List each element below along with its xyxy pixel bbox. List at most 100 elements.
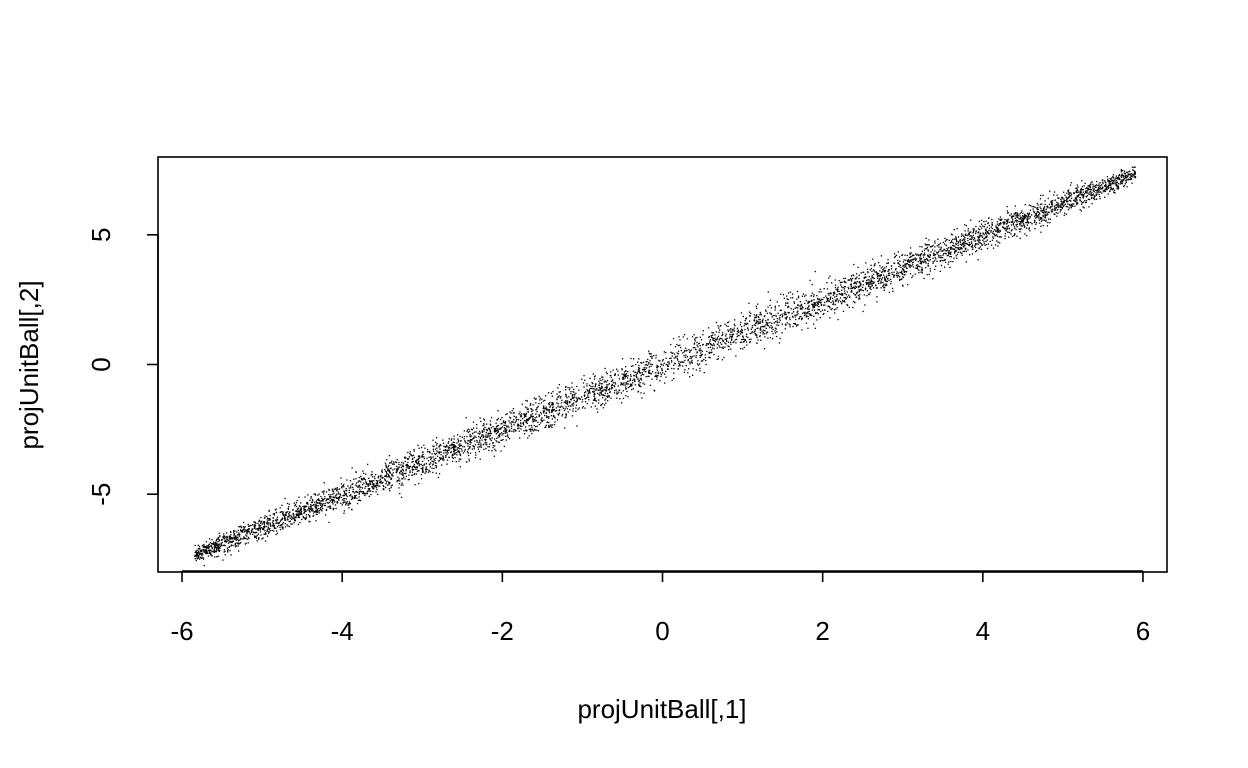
scatter-point bbox=[457, 441, 460, 443]
scatter-point bbox=[438, 446, 440, 448]
scatter-point bbox=[834, 279, 836, 281]
scatter-point bbox=[718, 327, 720, 329]
scatter-point bbox=[721, 338, 723, 340]
scatter-point bbox=[741, 329, 743, 332]
scatter-point bbox=[622, 376, 624, 379]
scatter-point bbox=[357, 499, 359, 502]
scatter-point bbox=[356, 502, 359, 505]
scatter-point bbox=[480, 443, 482, 445]
scatter-point bbox=[298, 496, 300, 498]
scatter-point bbox=[352, 483, 354, 485]
scatter-point bbox=[593, 394, 595, 396]
scatter-point bbox=[916, 266, 918, 268]
scatter-point bbox=[586, 383, 588, 385]
scatter-point bbox=[650, 353, 652, 355]
scatter-point bbox=[765, 322, 767, 324]
scatter-point bbox=[677, 368, 679, 370]
scatter-point bbox=[1077, 191, 1079, 194]
scatter-point bbox=[1023, 225, 1025, 227]
scatter-point bbox=[676, 352, 678, 354]
scatter-point bbox=[527, 408, 530, 410]
scatter-point bbox=[491, 437, 493, 439]
scatter-point bbox=[1026, 220, 1029, 222]
scatter-point bbox=[840, 293, 842, 295]
scatter-point bbox=[1085, 195, 1088, 198]
scatter-point bbox=[673, 353, 676, 355]
scatter-point bbox=[617, 385, 619, 387]
scatter-point bbox=[391, 473, 393, 476]
scatter-point bbox=[1092, 189, 1094, 192]
scatter-point bbox=[401, 478, 403, 480]
scatter-point bbox=[1033, 206, 1035, 208]
scatter-point bbox=[377, 480, 379, 483]
scatter-point bbox=[1076, 195, 1078, 197]
scatter-point bbox=[946, 247, 948, 250]
scatter-point bbox=[355, 494, 357, 497]
scatter-point bbox=[702, 334, 704, 336]
scatter-point bbox=[719, 329, 721, 331]
scatter-point bbox=[923, 277, 925, 280]
scatter-point bbox=[1001, 218, 1003, 220]
scatter-point bbox=[294, 520, 296, 522]
scatter-point bbox=[538, 403, 540, 405]
scatter-point bbox=[508, 420, 510, 422]
scatter-point bbox=[869, 286, 871, 288]
scatter-point bbox=[478, 433, 481, 435]
scatter-point bbox=[331, 501, 333, 503]
scatter-point bbox=[908, 264, 910, 266]
scatter-point bbox=[548, 417, 550, 419]
scatter-point bbox=[286, 524, 288, 526]
scatter-point bbox=[358, 486, 361, 488]
scatter-point bbox=[373, 476, 376, 478]
scatter-point bbox=[386, 476, 388, 478]
scatter-point bbox=[911, 262, 914, 264]
scatter-point bbox=[468, 428, 470, 430]
scatter-point bbox=[280, 519, 282, 521]
scatter-point bbox=[348, 503, 350, 505]
scatter-point bbox=[616, 391, 618, 393]
scatter-point bbox=[215, 544, 217, 546]
scatter-point bbox=[807, 316, 809, 318]
scatter-point bbox=[841, 289, 843, 291]
scatter-point bbox=[671, 361, 673, 363]
scatter-point bbox=[604, 367, 606, 370]
scatter-point bbox=[362, 484, 364, 486]
scatter-point bbox=[488, 449, 490, 452]
scatter-point bbox=[785, 318, 787, 320]
scatter-point bbox=[423, 444, 425, 446]
scatter-point bbox=[247, 523, 249, 526]
scatter-point bbox=[385, 483, 387, 485]
scatter-point bbox=[462, 446, 464, 448]
scatter-point bbox=[971, 244, 974, 246]
scatter-point bbox=[287, 508, 289, 510]
scatter-point bbox=[414, 468, 417, 470]
scatter-point bbox=[240, 527, 243, 529]
scatter-point bbox=[479, 441, 481, 443]
scatter-point bbox=[231, 537, 233, 540]
scatter-point bbox=[940, 260, 942, 262]
scatter-point bbox=[822, 313, 824, 316]
scatter-point bbox=[1095, 184, 1097, 187]
scatter-point bbox=[940, 257, 942, 259]
scatter-point bbox=[365, 483, 367, 485]
scatter-point bbox=[1103, 190, 1105, 193]
scatter-point bbox=[1041, 203, 1043, 205]
scatter-point bbox=[1057, 202, 1059, 204]
scatter-point bbox=[493, 428, 495, 430]
scatter-point bbox=[506, 413, 508, 415]
scatter-point bbox=[883, 268, 885, 270]
scatter-point bbox=[454, 447, 456, 449]
scatter-point bbox=[441, 464, 443, 466]
scatter-point bbox=[756, 335, 758, 337]
scatter-point bbox=[800, 315, 802, 318]
scatter-point bbox=[270, 525, 272, 527]
scatter-point bbox=[232, 538, 234, 540]
scatter-point bbox=[759, 332, 762, 334]
scatter-point bbox=[453, 444, 455, 446]
scatter-point bbox=[329, 497, 331, 499]
scatter-point bbox=[918, 269, 920, 271]
scatter-point bbox=[295, 502, 298, 504]
scatter-point bbox=[641, 397, 643, 399]
scatter-point bbox=[988, 227, 991, 230]
scatter-point bbox=[263, 521, 265, 523]
